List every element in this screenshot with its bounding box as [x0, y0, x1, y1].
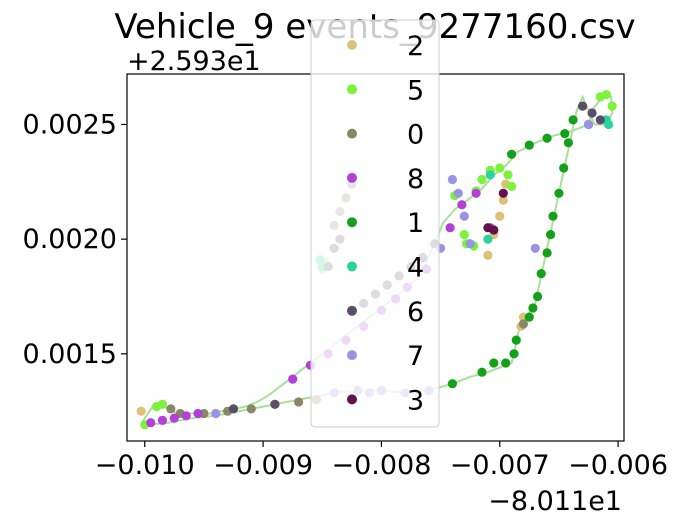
scatter-point-1 — [524, 312, 534, 322]
scatter-point-8 — [457, 200, 467, 210]
scatter-point-5 — [607, 101, 617, 111]
scatter-point-4 — [483, 234, 493, 244]
legend-label-1: 1 — [407, 208, 424, 239]
scatter-point-6 — [228, 404, 239, 414]
x-offset-label: −8.011e1 — [488, 486, 622, 517]
y-tick-label: 0.0025 — [23, 109, 117, 140]
scatter-point-8 — [157, 415, 168, 425]
trajectory-line — [141, 93, 614, 426]
scatter-point-8 — [193, 408, 203, 419]
scatter-point-1 — [528, 303, 538, 313]
legend-marker-8 — [347, 172, 357, 183]
legend-marker-6 — [347, 305, 357, 316]
scatter-point-5 — [459, 230, 469, 240]
scatter-point-1 — [560, 129, 570, 139]
x-tick-label: −0.010 — [95, 450, 195, 481]
scatter-point-8 — [445, 223, 455, 233]
scatter-point-6 — [578, 101, 588, 111]
scatter-point-4 — [485, 170, 495, 180]
scatter-point-1 — [542, 248, 552, 258]
scatter-point-0 — [294, 397, 304, 407]
scatter-point-7 — [459, 211, 469, 221]
scatter-point-7 — [447, 174, 457, 185]
y-axis: 0.0015 0.0020 0.0025 — [23, 109, 127, 370]
x-tick-label: −0.007 — [450, 450, 550, 481]
scatter-point-8 — [288, 374, 298, 384]
scatter-point-1 — [536, 269, 546, 279]
scatter-point-8 — [146, 418, 156, 428]
scatter-point-1 — [548, 211, 558, 221]
scatter-point-1 — [546, 230, 556, 240]
legend-marker-5 — [347, 84, 357, 95]
scatter-point-1 — [501, 358, 511, 368]
scatter-point-1 — [524, 140, 534, 150]
legend-label-8: 8 — [407, 164, 424, 195]
y-tick-label: 0.0020 — [23, 224, 117, 255]
scatter-point-2 — [136, 406, 146, 416]
x-axis: −0.010 −0.009 −0.008 −0.007 −0.006 — [95, 441, 668, 481]
scatter-point-1 — [507, 149, 517, 159]
legend-marker-7 — [347, 350, 357, 361]
legend-marker-2 — [347, 40, 357, 50]
scatter-point-6 — [270, 399, 280, 409]
scatter-point-2 — [483, 250, 493, 260]
scatter-point-5 — [495, 163, 505, 173]
scatter-point-1 — [447, 379, 457, 389]
scatter-point-7 — [465, 239, 475, 249]
scatter-point-3 — [489, 225, 499, 235]
scatter-point-1 — [511, 335, 521, 345]
scatter-point-5 — [503, 170, 513, 180]
scatter-point-0 — [518, 319, 529, 329]
scatter-point-2 — [498, 195, 508, 205]
x-tick-label: −0.006 — [568, 450, 668, 481]
scatter-point-2 — [495, 211, 505, 221]
scatter-point-7 — [211, 408, 221, 419]
scatter-point-5 — [595, 92, 605, 102]
scatter-point-1 — [559, 163, 569, 173]
scatter-point-1 — [509, 349, 519, 359]
legend-label-6: 6 — [407, 297, 424, 328]
y-offset-label: +2.593e1 — [127, 46, 261, 77]
scatter-point-1 — [554, 188, 564, 198]
legend-label-3: 3 — [407, 385, 424, 416]
scatter-point-1 — [477, 367, 487, 377]
scatter-point-5 — [507, 181, 517, 191]
legend: 2 5 0 8 1 4 6 7 3 — [310, 19, 440, 428]
scatter-point-1 — [568, 115, 578, 125]
scatter-point-6 — [587, 108, 597, 118]
scatter-point-7 — [583, 119, 594, 130]
legend-label-0: 0 — [407, 120, 424, 151]
x-tick-label: −0.009 — [213, 450, 313, 481]
scatter-point-3 — [498, 188, 508, 198]
scatter-point-8 — [471, 188, 481, 198]
scatter-point-1 — [533, 291, 543, 302]
scatter-point-6 — [595, 115, 605, 125]
scatter-point-1 — [489, 358, 499, 368]
scatter-point-8 — [169, 413, 179, 423]
legend-marker-1 — [347, 217, 357, 228]
scatter-point-0 — [246, 404, 256, 414]
scatter-point-7 — [530, 243, 540, 253]
scatter-point-1 — [563, 138, 574, 148]
scatter-point-7 — [453, 188, 463, 198]
legend-marker-3 — [347, 394, 357, 405]
legend-label-7: 7 — [407, 341, 424, 372]
x-tick-label: −0.008 — [331, 450, 431, 481]
scatter-point-8 — [181, 411, 191, 421]
legend-box — [310, 19, 440, 428]
y-tick-label: 0.0015 — [23, 339, 117, 370]
scatter-point-5 — [157, 399, 168, 409]
legend-marker-4 — [347, 261, 357, 272]
legend-label-4: 4 — [407, 253, 424, 284]
legend-marker-0 — [347, 128, 357, 139]
scatter-point-5 — [477, 174, 487, 185]
scatter-point-4 — [604, 119, 614, 130]
scatter-point-1 — [542, 133, 552, 143]
legend-label-2: 2 — [407, 31, 424, 62]
scatter-point-0 — [166, 404, 176, 414]
legend-label-5: 5 — [407, 75, 424, 106]
